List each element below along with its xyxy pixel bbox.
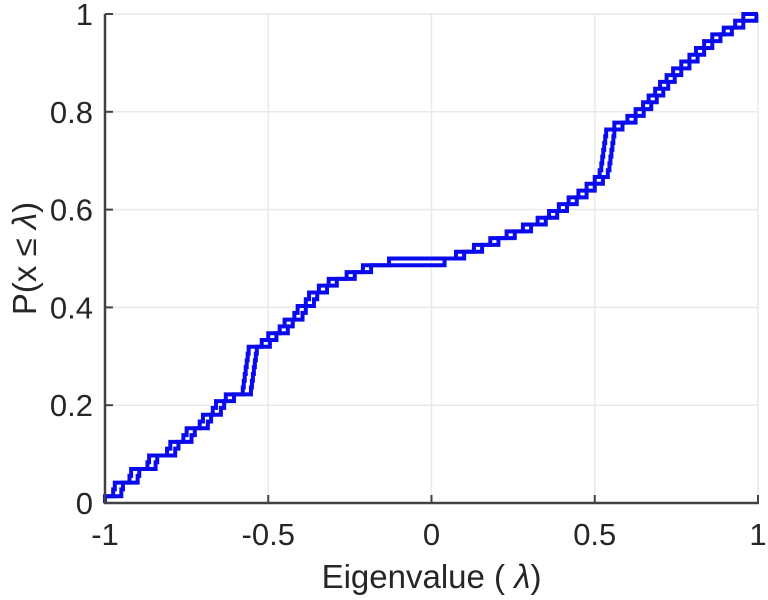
y-tick-label-0.8: 0.8 [50,95,93,130]
y-tick-label-0.4: 0.4 [50,290,93,325]
x-tick-label-1: 1 [749,517,766,552]
y-axis-label: P(x ≤ λ) [6,202,43,315]
y-tick-label-0.6: 0.6 [50,193,93,228]
x-tick-label-0.5: 0.5 [573,517,616,552]
ecdf-series-2-line [103,12,759,503]
ecdf-series-1-line [103,12,758,503]
y-tick-label-0: 0 [76,486,93,521]
y-tick-label-0.2: 0.2 [50,388,93,423]
x-tick-label-0: 0 [423,517,440,552]
x-tick-label--1: -1 [91,517,119,552]
x-tick-label--0.5: -0.5 [242,517,295,552]
y-tick-label-1: 1 [76,0,93,32]
x-axis-label: Eigenvalue ( λ) [322,558,542,595]
